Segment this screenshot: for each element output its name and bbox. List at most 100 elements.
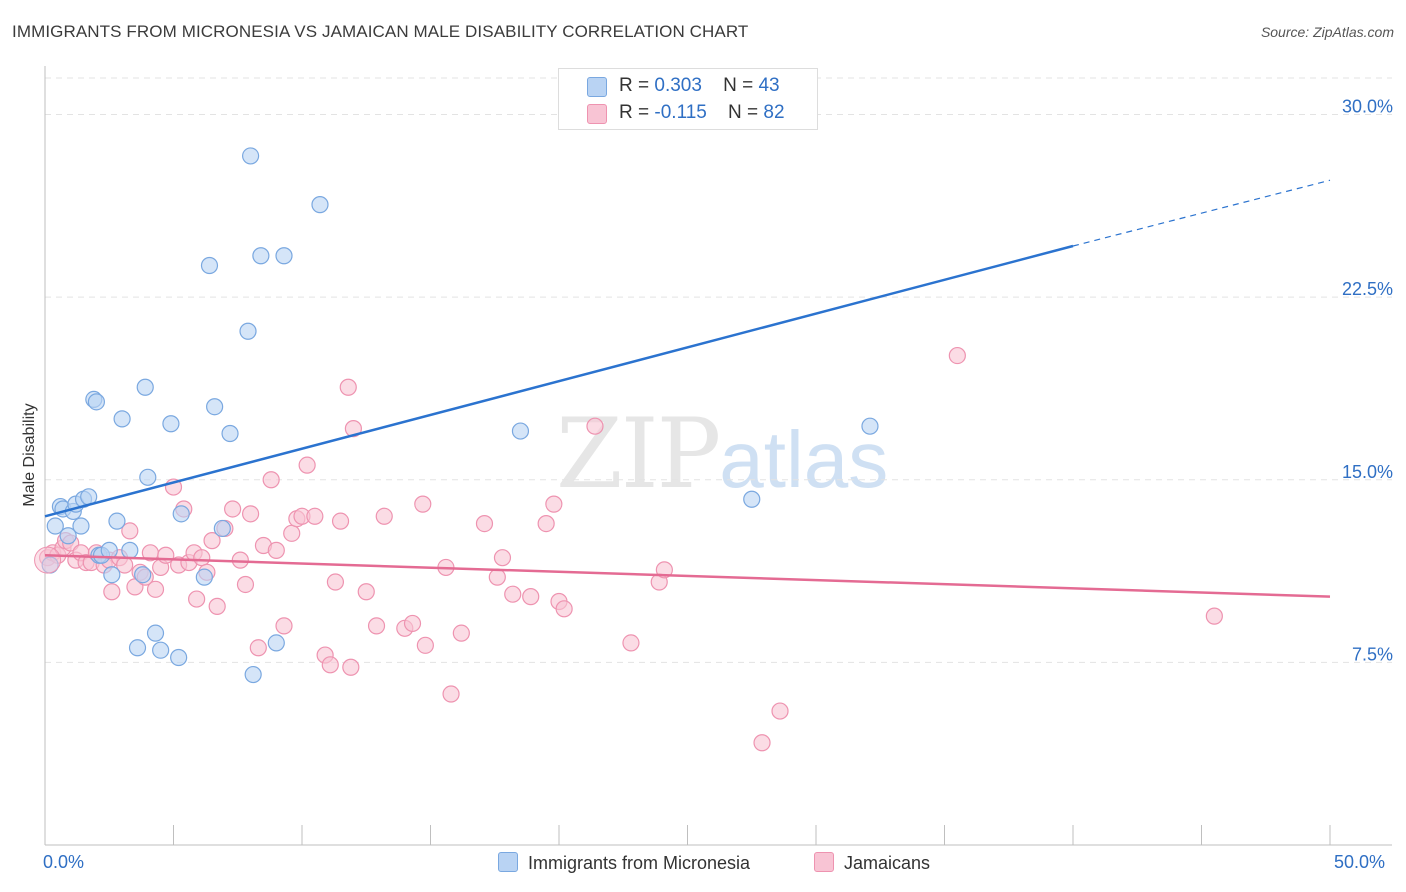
micronesia-point — [221, 424, 239, 443]
jamaican-point — [262, 471, 280, 489]
legend-n-label: N = — [723, 75, 754, 96]
jamaican-point — [555, 600, 573, 618]
micronesia-point — [252, 247, 270, 265]
jamaican-point — [488, 568, 506, 586]
micronesia-point — [146, 624, 165, 642]
jamaican-point — [375, 507, 393, 525]
y-tick-label: 30.0% — [1342, 97, 1393, 117]
micronesia-point — [244, 665, 262, 684]
jamaican-point — [224, 500, 242, 518]
jamaican-point — [622, 634, 640, 652]
watermark-atlas: atlas — [719, 415, 889, 504]
jamaican-point — [275, 617, 293, 635]
legend-r-value: -0.115 — [654, 102, 707, 123]
jamaican-point — [416, 636, 434, 654]
micronesia-point — [511, 422, 530, 440]
jamaican-point — [236, 575, 255, 594]
jamaican-point — [331, 512, 350, 530]
micronesia-point — [72, 517, 90, 535]
micronesia-point — [195, 568, 213, 586]
micronesia-point — [136, 378, 154, 396]
x-tick-left: 0.0% — [43, 852, 85, 872]
micronesia-point — [87, 393, 106, 411]
jamaican-point — [586, 417, 604, 435]
jamaican-point — [442, 685, 460, 703]
micronesia-point — [172, 505, 190, 523]
micronesia-trendline-extension — [1072, 179, 1331, 247]
micronesia-point — [108, 512, 126, 530]
jamaican-point — [146, 580, 165, 598]
jamaican-point — [342, 658, 360, 676]
micronesia-point — [275, 247, 293, 265]
micronesia-point — [213, 519, 231, 538]
micronesia-point — [200, 256, 219, 275]
jamaican-point — [357, 583, 375, 601]
legend-r-value: 0.303 — [654, 75, 702, 96]
legend-item-micronesia: Immigrants from Micronesia — [498, 852, 750, 874]
jamaican-point — [242, 505, 260, 523]
jamaican-point — [298, 456, 316, 474]
legend-r-label: R = — [619, 75, 650, 96]
jamaican-point — [367, 617, 386, 635]
legend-swatch-pink — [814, 852, 834, 872]
jamaican-point — [267, 541, 285, 559]
jamaican-point — [493, 549, 512, 567]
jamaican-point — [208, 597, 226, 615]
legend-stats: R = 0.303 N = 43 R = -0.115 N = 82 — [558, 68, 818, 130]
micronesia-point — [242, 147, 260, 165]
legend-n-label: N = — [727, 102, 759, 123]
micronesia-point — [152, 641, 170, 659]
jamaican-point — [753, 734, 771, 752]
jamaican-trendline — [44, 553, 1331, 598]
jamaican-point — [1205, 607, 1223, 625]
y-tick-label: 22.5% — [1342, 279, 1393, 299]
micronesia-point — [311, 196, 329, 214]
jamaican-point — [121, 522, 139, 540]
jamaican-cluster-point — [34, 546, 62, 574]
jamaican-point — [403, 614, 422, 633]
micronesia-point — [134, 566, 152, 584]
jamaican-point — [193, 549, 211, 567]
micronesia-point — [743, 490, 761, 508]
y-tick-label: 7.5% — [1352, 644, 1393, 664]
micronesia-point — [162, 415, 180, 433]
legend-n-value: 82 — [763, 102, 785, 123]
jamaican-point — [504, 585, 522, 603]
legend-label-jamaicans: Jamaicans — [844, 853, 931, 873]
jamaican-point — [537, 514, 555, 533]
legend-swatch-pink — [587, 104, 607, 124]
jamaican-point — [306, 507, 324, 525]
micronesia-point — [103, 566, 121, 584]
x-tick-right: 50.0% — [1334, 852, 1386, 872]
jamaican-point — [414, 495, 432, 513]
micronesia-point — [267, 634, 285, 652]
legend-swatch-blue — [498, 852, 518, 872]
watermark-zip: ZIP — [556, 398, 721, 510]
micronesia-point — [206, 398, 224, 416]
jamaican-point — [249, 639, 267, 657]
legend-label-micronesia: Immigrants from Micronesia — [528, 853, 751, 873]
jamaican-point — [771, 702, 789, 720]
jamaican-point — [283, 524, 301, 542]
y-tick-label: 15.0% — [1342, 462, 1393, 482]
micronesia-point — [139, 468, 157, 486]
jamaican-point — [344, 420, 362, 438]
legend-swatch-blue — [587, 77, 607, 97]
micronesia-point — [170, 648, 188, 667]
jamaican-point — [452, 624, 470, 642]
micronesia-point — [121, 541, 139, 559]
micronesia-point — [113, 410, 131, 428]
jamaican-point — [203, 532, 221, 550]
jamaican-point — [326, 573, 345, 591]
jamaican-point — [188, 590, 206, 608]
chart-title: IMMIGRANTS FROM MICRONESIA VS JAMAICAN M… — [12, 22, 749, 41]
micronesia-trendline — [44, 244, 1074, 518]
jamaican-point — [948, 346, 966, 365]
jamaican-point — [475, 514, 494, 533]
source-label: Source: ZipAtlas.com — [1260, 24, 1394, 40]
micronesia-point — [861, 417, 879, 435]
jamaican-point — [321, 656, 339, 674]
jamaican-point — [522, 588, 540, 606]
legend-item-jamaicans: Jamaicans — [814, 852, 930, 874]
